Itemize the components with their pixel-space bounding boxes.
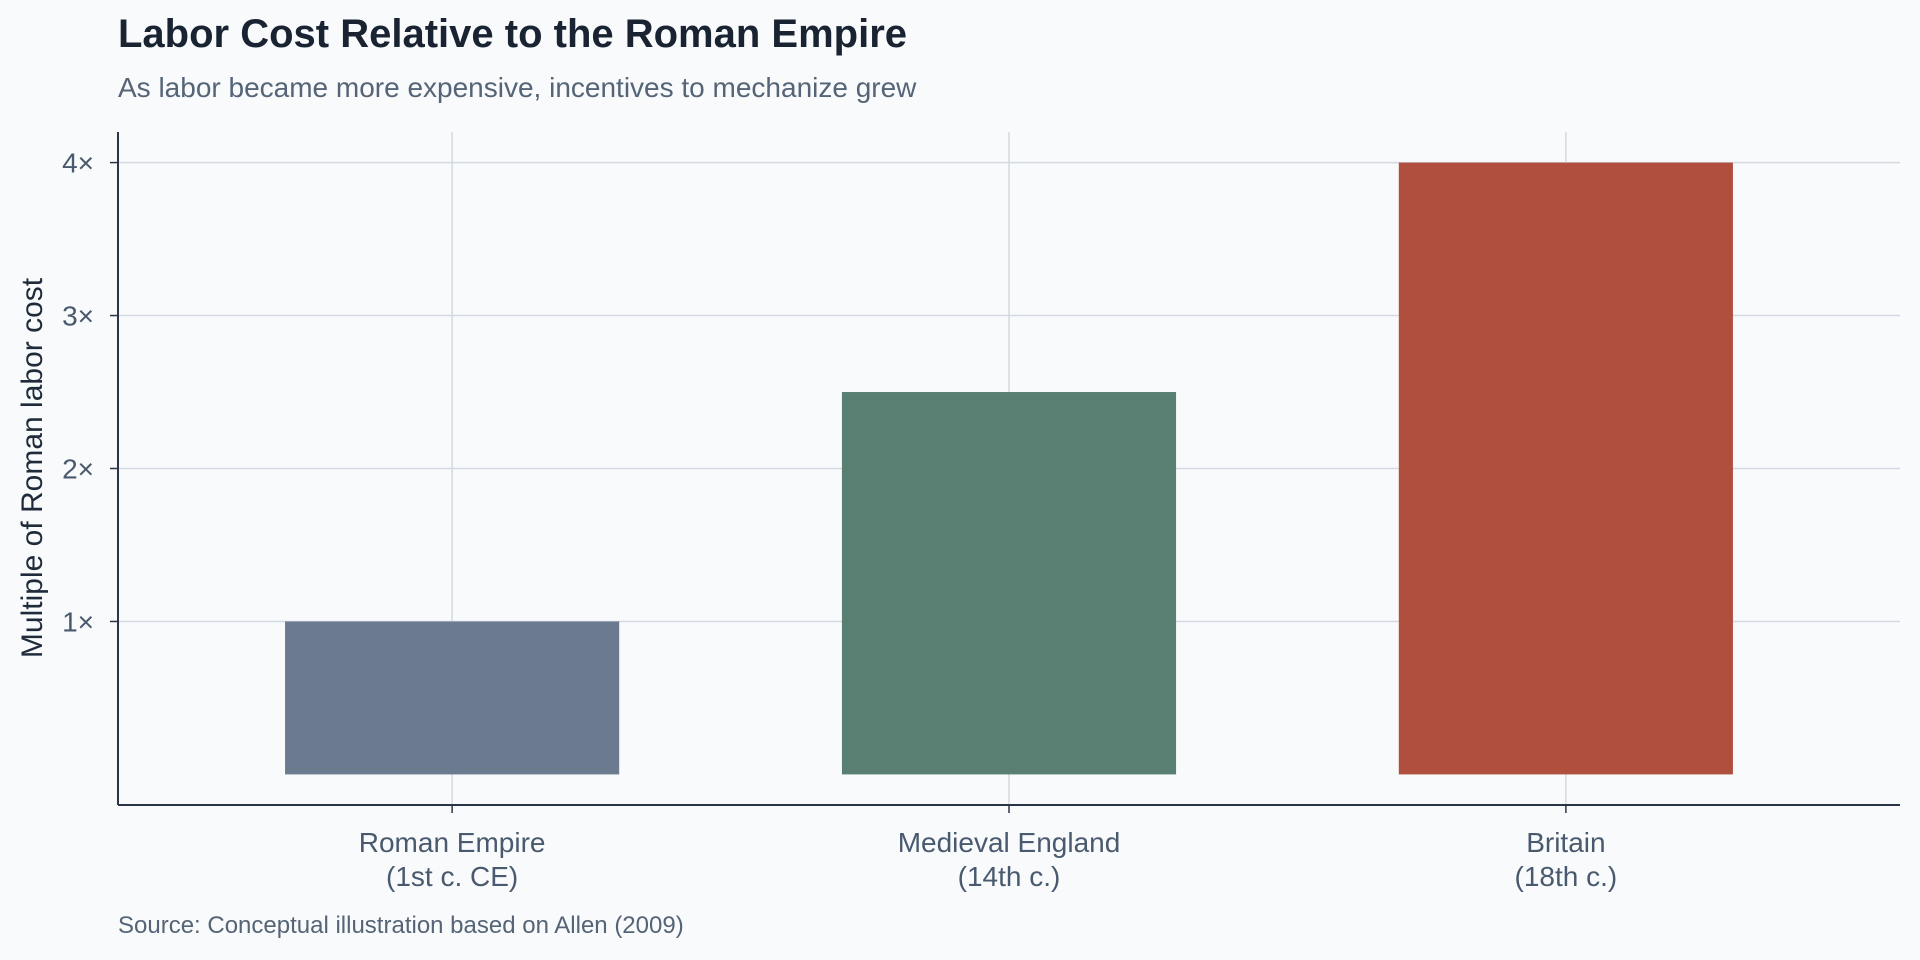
chart-subtitle: As labor became more expensive, incentiv…	[118, 72, 917, 103]
bar-0	[285, 621, 620, 775]
chart-source: Source: Conceptual illustration based on…	[118, 912, 684, 939]
xtick-label-1-1: (14th c.)	[958, 861, 1061, 892]
xtick-label-0-1: (1st c. CE)	[386, 861, 518, 892]
chart-title: Labor Cost Relative to the Roman Empire	[118, 12, 908, 56]
bar-2	[1398, 162, 1733, 775]
ytick-label-2: 2×	[62, 454, 94, 485]
xtick-label-2-1: (18th c.)	[1515, 861, 1618, 892]
ytick-label-4: 4×	[62, 148, 94, 179]
ytick-label-3: 3×	[62, 301, 94, 332]
ytick-label-1: 1×	[62, 606, 94, 637]
tick-labels: 1× 2× 3× 4× Roman Empire(1st c. CE) Medieval …	[62, 148, 1617, 892]
y-axis-title: Multiple of Roman labor cost	[16, 277, 49, 658]
axes	[110, 132, 1900, 813]
bars	[285, 162, 1733, 775]
xtick-label-2-0: Britain	[1526, 827, 1605, 858]
xtick-label-1-0: Medieval England	[898, 827, 1121, 858]
xtick-label-0-0: Roman Empire	[359, 827, 546, 858]
bar-1	[841, 392, 1177, 775]
